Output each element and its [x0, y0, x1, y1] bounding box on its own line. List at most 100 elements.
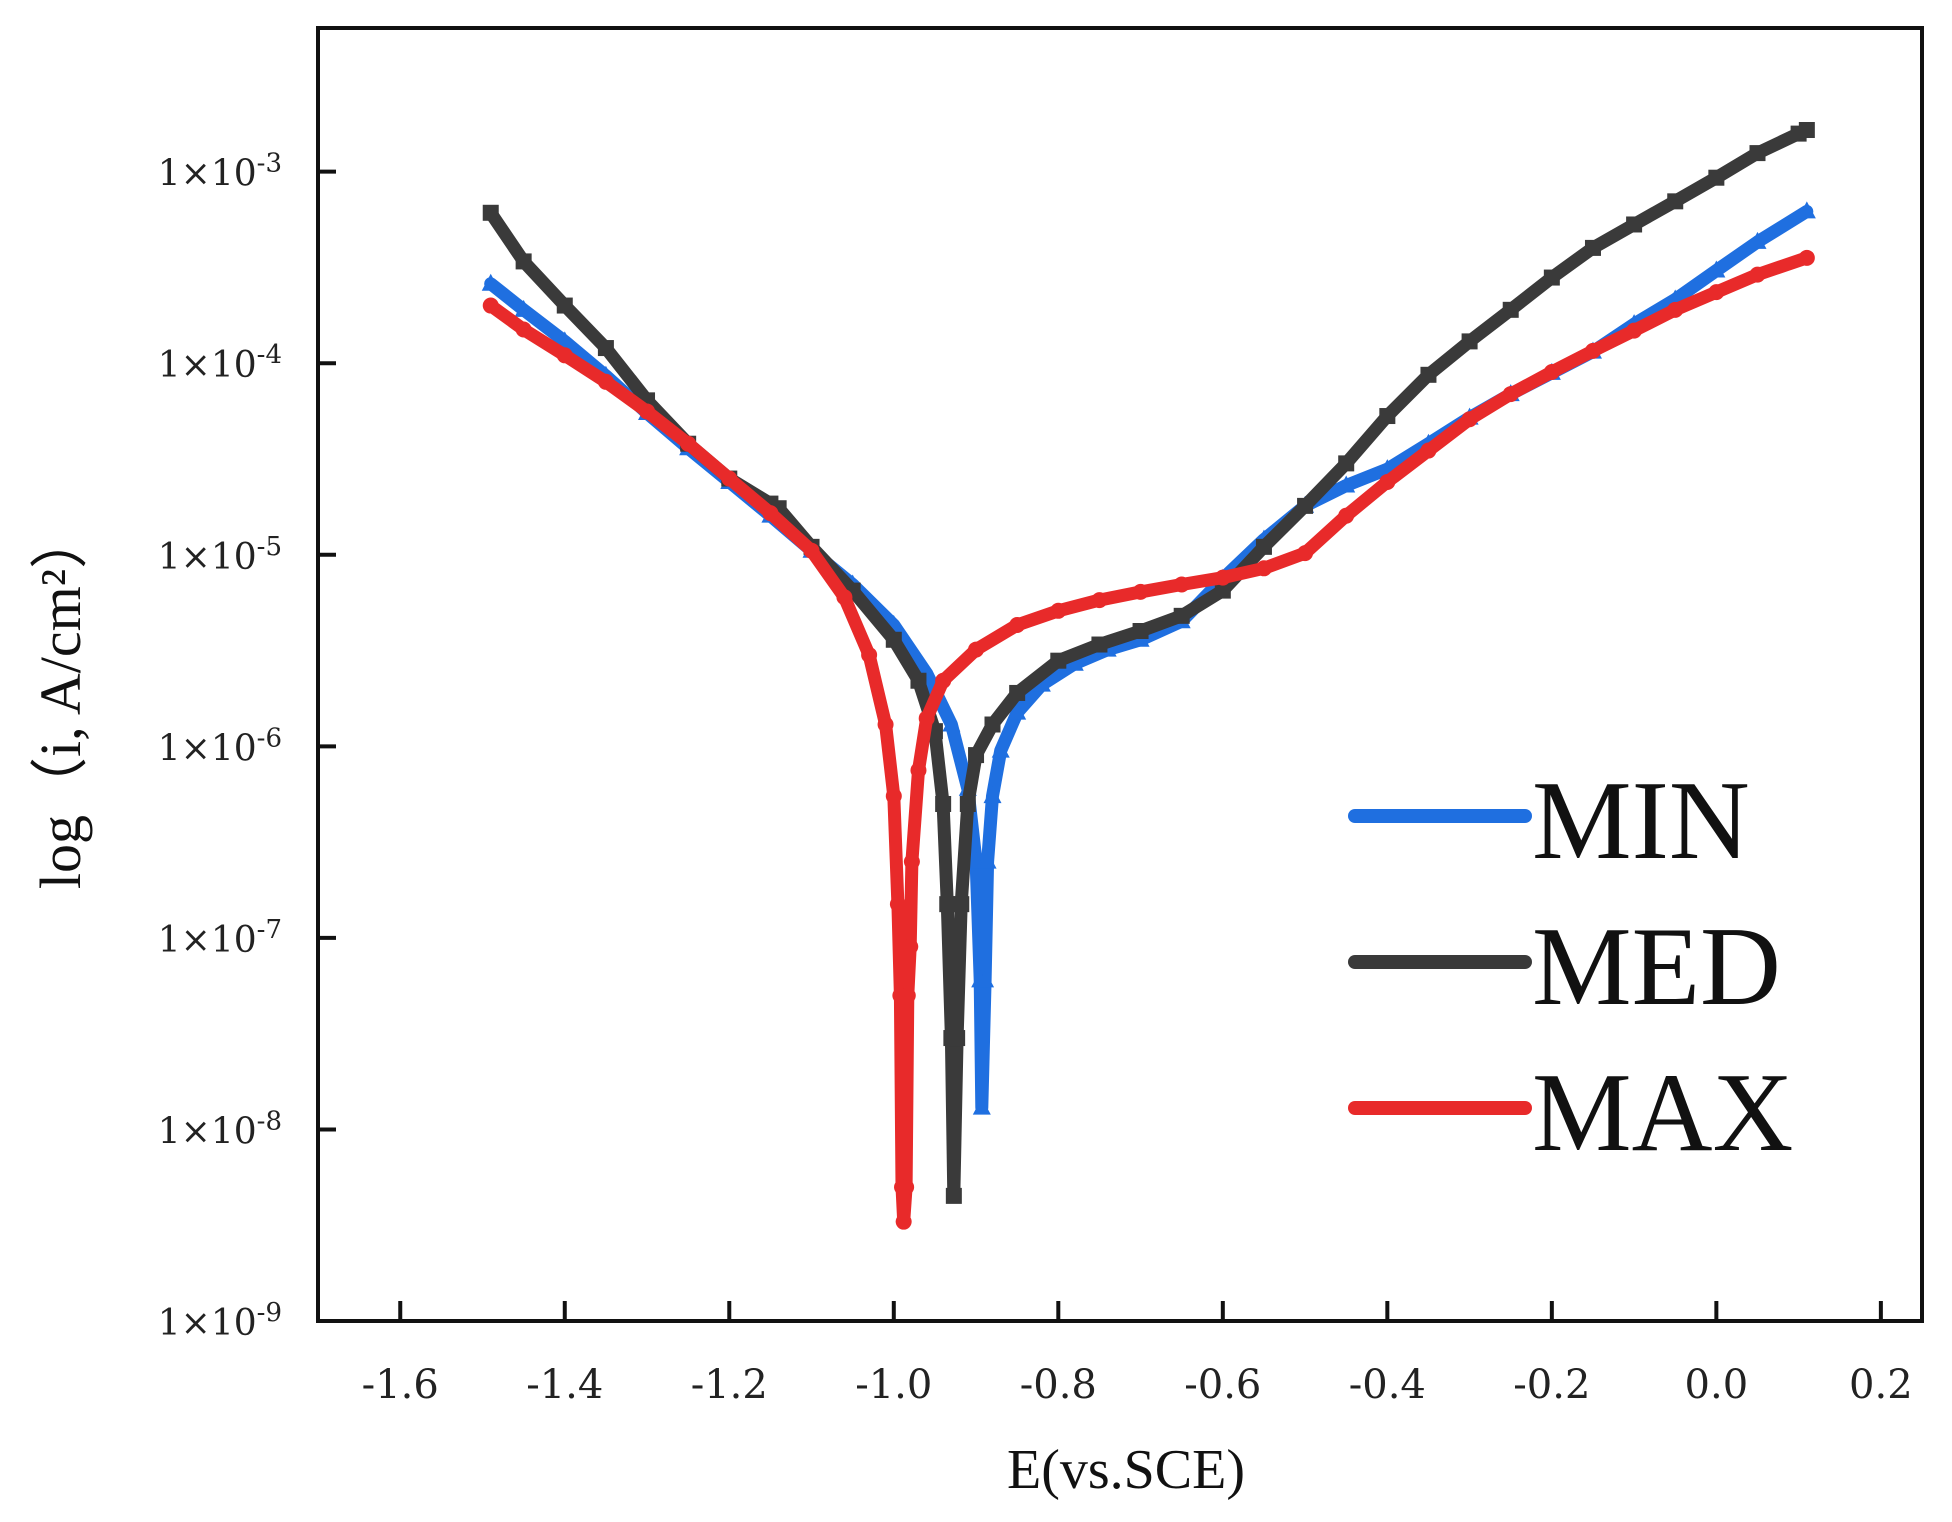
- data-point: [1050, 602, 1067, 619]
- data-point: [903, 853, 920, 870]
- data-point: [889, 896, 906, 913]
- data-point: [877, 716, 894, 733]
- data-point: [1009, 616, 1026, 633]
- data-point: [1798, 249, 1815, 266]
- data-point: [1008, 702, 1027, 720]
- y-tick-label: 1×10-8: [158, 1106, 282, 1152]
- x-tick-label: -0.6: [1184, 1362, 1261, 1408]
- data-point: [1338, 507, 1355, 524]
- data-point: [1379, 473, 1396, 490]
- series-max: [482, 249, 1815, 1230]
- data-point: [978, 851, 997, 869]
- data-point: [885, 631, 902, 648]
- data-point: [1543, 363, 1560, 380]
- legend-label-max: MAX: [1532, 1051, 1793, 1175]
- data-point: [1420, 442, 1437, 459]
- data-point: [803, 542, 820, 559]
- x-tick-label: -1.0: [855, 1362, 932, 1408]
- x-tick-label: 0.0: [1685, 1362, 1749, 1408]
- data-point: [1461, 333, 1478, 350]
- data-point: [967, 851, 986, 869]
- data-point: [898, 1179, 915, 1196]
- data-point: [721, 470, 738, 487]
- data-point: [935, 672, 952, 689]
- x-axis-title: E(vs.SCE): [1007, 1439, 1245, 1501]
- data-point: [1297, 545, 1314, 562]
- data-point: [1255, 538, 1272, 555]
- x-tick-label: -0.2: [1513, 1362, 1590, 1408]
- data-point: [1797, 201, 1816, 219]
- legend-label-min: MIN: [1532, 759, 1750, 883]
- data-point: [639, 403, 656, 420]
- data-point: [984, 716, 1001, 733]
- data-point: [482, 297, 499, 314]
- data-point: [1009, 684, 1026, 701]
- data-point: [1050, 652, 1067, 669]
- legend-label-med: MED: [1532, 905, 1781, 1029]
- data-point: [555, 331, 574, 349]
- data-point: [1091, 592, 1108, 609]
- data-point: [918, 710, 935, 727]
- x-tick-label: -0.8: [1020, 1362, 1097, 1408]
- data-point: [482, 204, 499, 221]
- plot-frame: [316, 26, 1924, 1323]
- data-point: [895, 1213, 912, 1230]
- x-tick-label: -1.2: [691, 1362, 768, 1408]
- data-point: [597, 340, 614, 357]
- data-point: [959, 795, 976, 812]
- data-point: [1214, 569, 1231, 586]
- data-point: [972, 1097, 991, 1115]
- data-point: [1749, 145, 1766, 162]
- x-tick-label: 0.2: [1849, 1362, 1913, 1408]
- data-point: [899, 987, 916, 1004]
- y-tick-label: 1×10-5: [158, 532, 282, 578]
- data-point: [1255, 560, 1272, 577]
- data-point: [1708, 169, 1725, 186]
- data-point: [1584, 342, 1601, 359]
- data-point: [968, 641, 985, 658]
- data-point: [1297, 497, 1314, 514]
- data-point: [836, 589, 853, 606]
- data-point: [1420, 366, 1437, 383]
- x-tick-label: -1.6: [362, 1362, 439, 1408]
- data-point: [953, 896, 970, 913]
- data-point: [1091, 636, 1108, 653]
- data-point: [910, 672, 927, 689]
- data-point: [515, 321, 532, 338]
- data-point: [910, 762, 927, 779]
- data-point: [945, 1187, 962, 1204]
- data-point: [1461, 411, 1478, 428]
- data-point: [481, 273, 500, 291]
- data-point: [1379, 408, 1396, 425]
- data-point: [1667, 193, 1684, 210]
- data-point: [515, 253, 532, 270]
- data-point: [949, 1030, 966, 1047]
- data-point: [861, 646, 878, 663]
- data-point: [935, 795, 952, 812]
- data-point: [1338, 455, 1355, 472]
- data-point: [1065, 653, 1084, 671]
- data-point: [762, 505, 779, 522]
- data-point: [514, 299, 533, 317]
- data-point: [1749, 266, 1766, 283]
- data-point: [1502, 301, 1519, 318]
- data-point: [902, 938, 919, 955]
- data-point: [556, 297, 573, 314]
- data-point: [939, 896, 956, 913]
- data-point: [1667, 301, 1684, 318]
- data-point: [942, 714, 961, 732]
- y-tick-label: 1×10-7: [158, 915, 282, 961]
- data-point: [597, 373, 614, 390]
- data-point: [1626, 216, 1643, 233]
- y-tick-label: 1×10-6: [158, 723, 282, 769]
- data-point: [1708, 284, 1725, 301]
- data-point: [1748, 231, 1767, 249]
- data-point: [1584, 239, 1601, 256]
- data-point: [1173, 607, 1190, 624]
- data-point: [885, 788, 902, 805]
- y-tick-label: 1×10-9: [158, 1298, 282, 1344]
- data-point: [991, 740, 1010, 758]
- data-point: [968, 747, 985, 764]
- data-point: [1543, 269, 1560, 286]
